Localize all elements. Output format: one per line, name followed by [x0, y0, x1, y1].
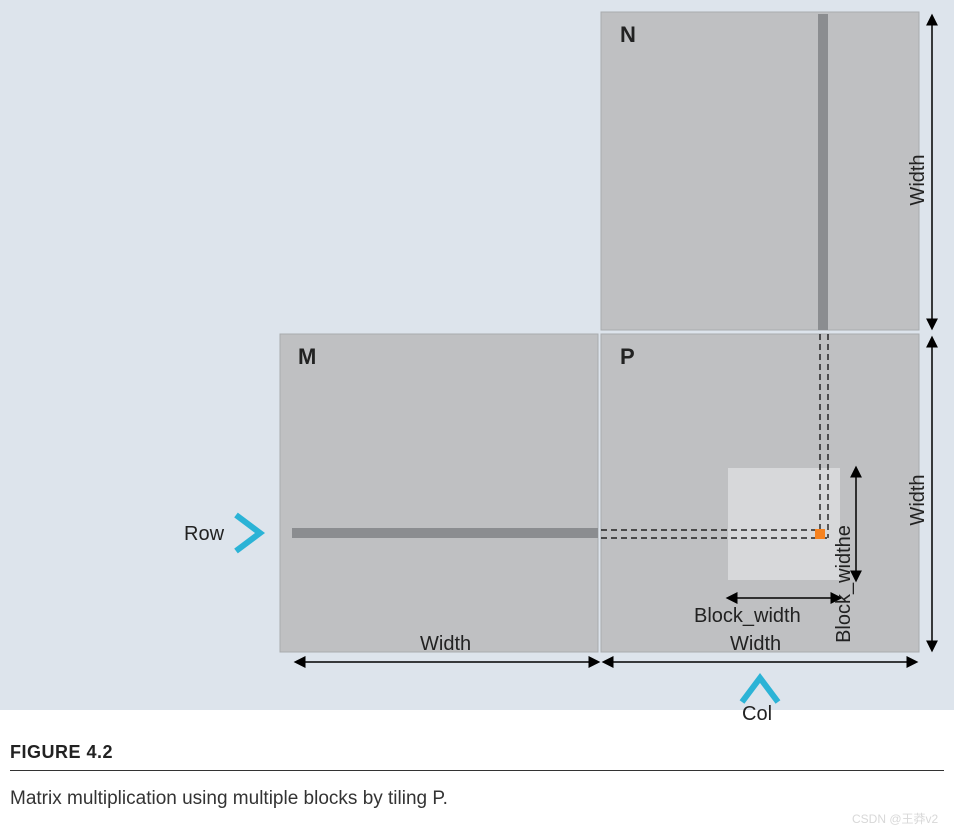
- label-P: P: [620, 344, 635, 369]
- figure-rule: [10, 770, 944, 771]
- tile-block: [728, 468, 840, 580]
- figure-title: FIGURE 4.2: [10, 742, 113, 763]
- matrix-M: [280, 334, 598, 652]
- watermark: CSDN @王莽v2: [852, 810, 938, 827]
- label-N-height: Width: [907, 154, 929, 205]
- label-M-width: Width: [420, 633, 471, 655]
- matrix-N: [601, 12, 919, 330]
- diagram-canvas: M N P Row Col Width Width Width Width Block_width…: [0, 0, 954, 826]
- page: M N P Row Col Width Width Width Width Block_width…: [0, 0, 954, 826]
- label-M: M: [298, 344, 316, 369]
- label-row: Row: [184, 523, 225, 545]
- label-N: N: [620, 22, 636, 47]
- label-P-height: Width: [907, 474, 929, 525]
- row-stripe-M: [292, 528, 598, 538]
- label-col: Col: [742, 703, 772, 725]
- figure-caption: Matrix multiplication using multiple blo…: [10, 788, 448, 810]
- label-P-width: Width: [730, 633, 781, 655]
- col-stripe-N: [818, 14, 828, 330]
- output-element-dot: [815, 529, 825, 539]
- label-block-height: Block_widthe: [833, 525, 855, 643]
- label-block-width: Block_width: [694, 605, 801, 627]
